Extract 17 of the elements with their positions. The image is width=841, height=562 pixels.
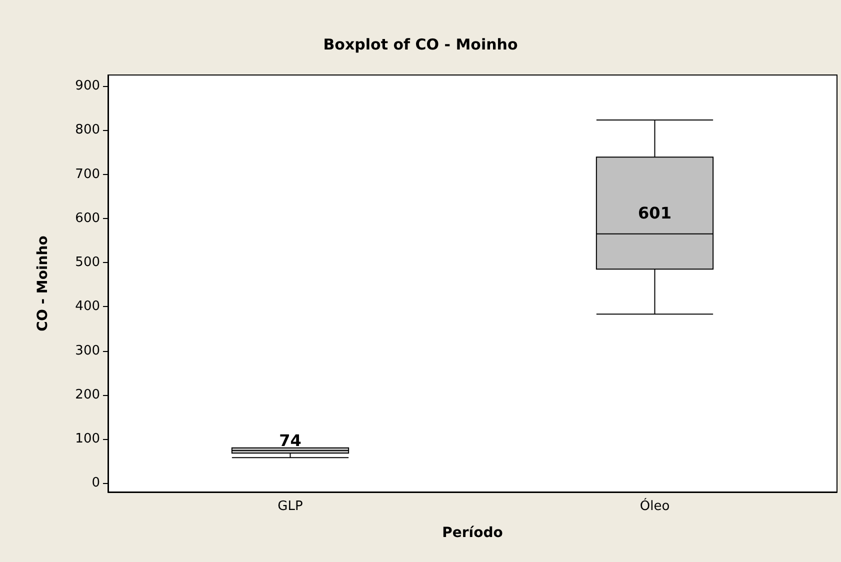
y-tick-label: 900 <box>75 78 100 94</box>
x-tick-label: Óleo <box>640 497 670 514</box>
x-tick-label: GLP <box>278 499 303 514</box>
y-tick-label: 100 <box>75 432 100 447</box>
y-axis-title: CO - Moinho <box>35 235 51 332</box>
y-tick-label: 300 <box>75 343 100 358</box>
y-tick-label: 200 <box>75 387 100 402</box>
y-tick-label: 500 <box>75 255 100 270</box>
y-tick-label: 600 <box>75 210 100 226</box>
y-tick-label: 0 <box>92 476 100 491</box>
text: 601 <box>638 204 672 223</box>
text: 74 <box>279 431 302 450</box>
y-tick-label: 400 <box>75 299 100 314</box>
x-axis-title: Período <box>442 525 504 541</box>
y-tick-label: 700 <box>75 166 100 182</box>
chart-title: Boxplot of CO - Moinho <box>323 36 518 54</box>
y-tick-label: 800 <box>75 122 100 138</box>
